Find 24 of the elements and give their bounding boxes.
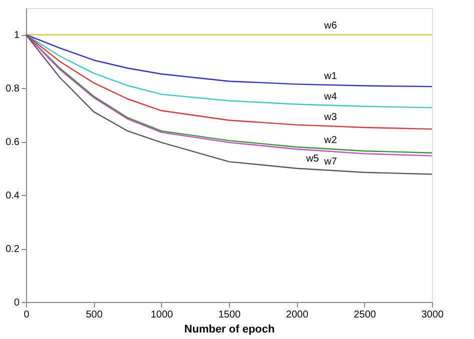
x-tick-label: 3000	[421, 310, 444, 320]
y-tick-label: 0	[14, 298, 20, 308]
x-tick-label: 2500	[354, 310, 376, 320]
series-label: w3	[323, 112, 338, 124]
series-label: w5	[305, 153, 320, 164]
x-tick-label: 0	[24, 310, 30, 320]
x-tick-label: 2000	[286, 310, 309, 320]
y-tick-label: 0.8	[6, 84, 20, 95]
line-series	[25, 34, 433, 88]
series-label: w4	[323, 91, 338, 102]
y-tick-label: 0.6	[6, 137, 20, 148]
x-tick-label: 1000	[150, 310, 174, 320]
x-tick-label: 1500	[218, 310, 242, 320]
line-series	[25, 34, 433, 130]
series-label: w2	[323, 134, 338, 146]
y-tick-label: 1	[14, 30, 20, 42]
series-label: w1	[323, 70, 338, 82]
series-label: w7	[323, 156, 338, 168]
x-tick-label: 500	[86, 310, 103, 320]
x-axis-title: Number of epoch	[184, 324, 276, 336]
line-series	[25, 34, 433, 108]
y-tick-label: 0.2	[6, 244, 20, 256]
y-tick-label: 0.4	[6, 190, 20, 202]
series-label: w6	[323, 20, 338, 32]
